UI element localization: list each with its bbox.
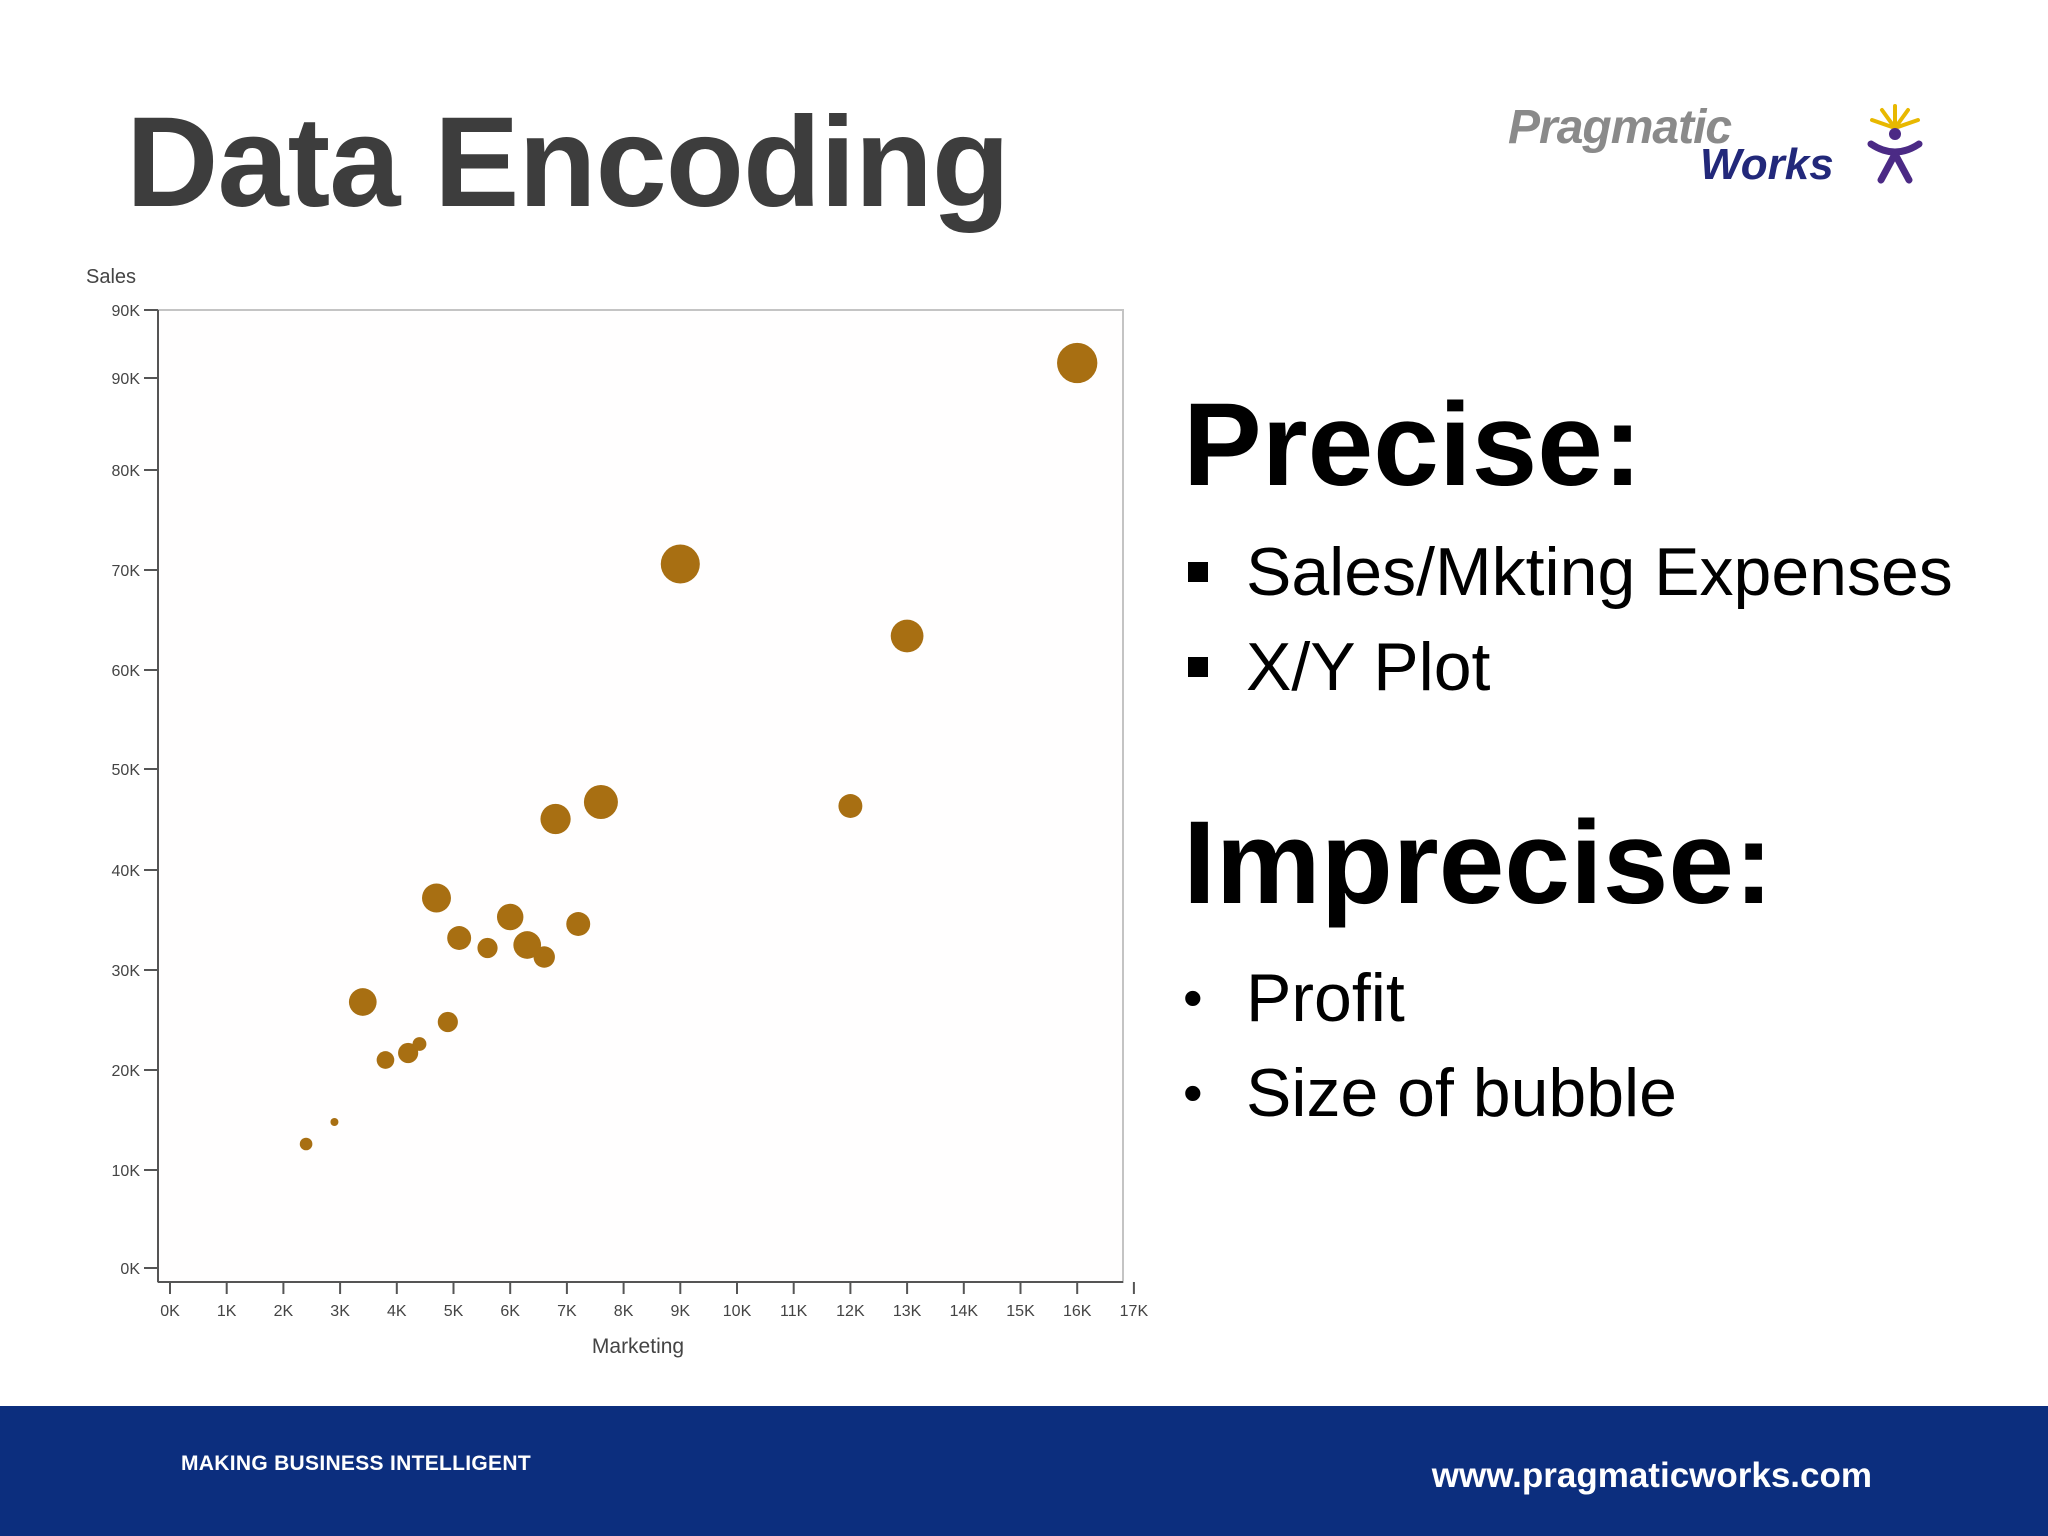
bubble-point [566,912,591,936]
imprecise-item-label: Size of bubble [1246,1055,1677,1131]
x-tick-label: 15K [1006,1303,1035,1320]
bubble-point [660,544,700,584]
y-tick-label: 50K [112,762,141,779]
x-tick-label: 12K [836,1303,865,1320]
x-tick-label: 14K [950,1303,979,1320]
y-tick-label: 20K [112,1063,141,1080]
bubble-point [477,937,498,959]
plot-frame [157,309,1124,1283]
y-tick-label: 30K [112,963,141,980]
y-tick-label: 70K [112,563,141,580]
y-tick-label: 90K [112,371,141,388]
x-tick-label: 17K [1120,1303,1149,1320]
slide-title: Data Encoding [126,91,1010,234]
y-tick-label: 10K [112,1163,141,1180]
pragmatic-works-logo: Pragmatic Works [1500,100,1930,190]
square-bullet-icon [1188,657,1208,677]
imprecise-item-label: Profit [1246,960,1405,1036]
y-tick-label: 40K [112,863,141,880]
bubble-point [838,794,863,818]
x-tick-label: 3K [330,1303,350,1320]
bubble-point [330,1118,339,1126]
logo-word-pragmatic: Pragmatic [1508,101,1732,154]
bubble-series [299,342,1098,1151]
bubble-point [437,1011,458,1033]
bubble-point [890,619,924,653]
x-axis: 0K 1K 2K 3K 4K 5K 6K 7K 8K 9K 10K 11K 12K 13K 14K 15K 16… [158,1281,1149,1320]
x-tick-label: 4K [387,1303,407,1320]
x-tick-label: 9K [671,1303,691,1320]
bubble-point [412,1037,427,1051]
round-bullet-icon: • [1183,966,1203,1029]
x-tick-label: 5K [444,1303,464,1320]
bubble-point [422,883,451,913]
y-axis-title: Sales [86,266,136,288]
y-tick-label: 60K [112,663,141,680]
x-tick-label: 1K [217,1303,237,1320]
imprecise-heading: Imprecise: [1183,797,1774,929]
x-axis-title: Marketing [592,1335,684,1358]
x-tick-label: 0K [160,1303,180,1320]
bubble-point [583,784,618,820]
x-tick-label: 11K [780,1303,808,1320]
bubble-point [513,931,542,959]
round-bullet-icon: • [1183,1061,1203,1124]
bubble-point [533,946,555,968]
logo-word-works: Works [1700,140,1834,189]
x-tick-label: 2K [274,1303,294,1320]
bubble-point [496,903,524,931]
y-axis: 0K 10K 20K 30K 40K 50K 60K 70K 80K 90K 90K [112,303,159,1282]
y-tick-label: 90K [112,303,141,320]
y-tick-label: 80K [112,463,141,480]
x-tick-label: 13K [893,1303,922,1320]
bubble-point [376,1051,395,1069]
precise-item-label: Sales/Mkting Expenses [1246,534,1953,610]
footer-bar: MAKING BUSINESS INTELLIGENT www.pragmati… [0,1406,2048,1536]
x-tick-label: 7K [557,1303,577,1320]
square-bullet-icon [1188,562,1208,582]
bubble-point [348,988,377,1016]
precise-heading: Precise: [1183,379,1643,511]
bubble-point [398,1042,419,1064]
bubble-point [299,1137,313,1151]
bubble-point [540,803,571,835]
logo-person-icon [1867,104,1923,184]
footer-tagline: MAKING BUSINESS INTELLIGENT [181,1452,531,1475]
x-tick-label: 10K [723,1303,752,1320]
precise-item-label: X/Y Plot [1246,629,1491,705]
x-tick-label: 6K [500,1303,520,1320]
x-tick-label: 8K [614,1303,634,1320]
footer-website[interactable]: www.pragmaticworks.com [1431,1456,1872,1495]
x-tick-label: 16K [1063,1303,1092,1320]
scatter-chart: Sales 0K 10K 20K 30K 40K 50K 60K 70K 80K 90K 90K 0… [86,266,1149,1358]
y-tick-label: 0K [120,1261,140,1278]
bubble-point [447,926,472,950]
bubble-point [1057,342,1098,384]
